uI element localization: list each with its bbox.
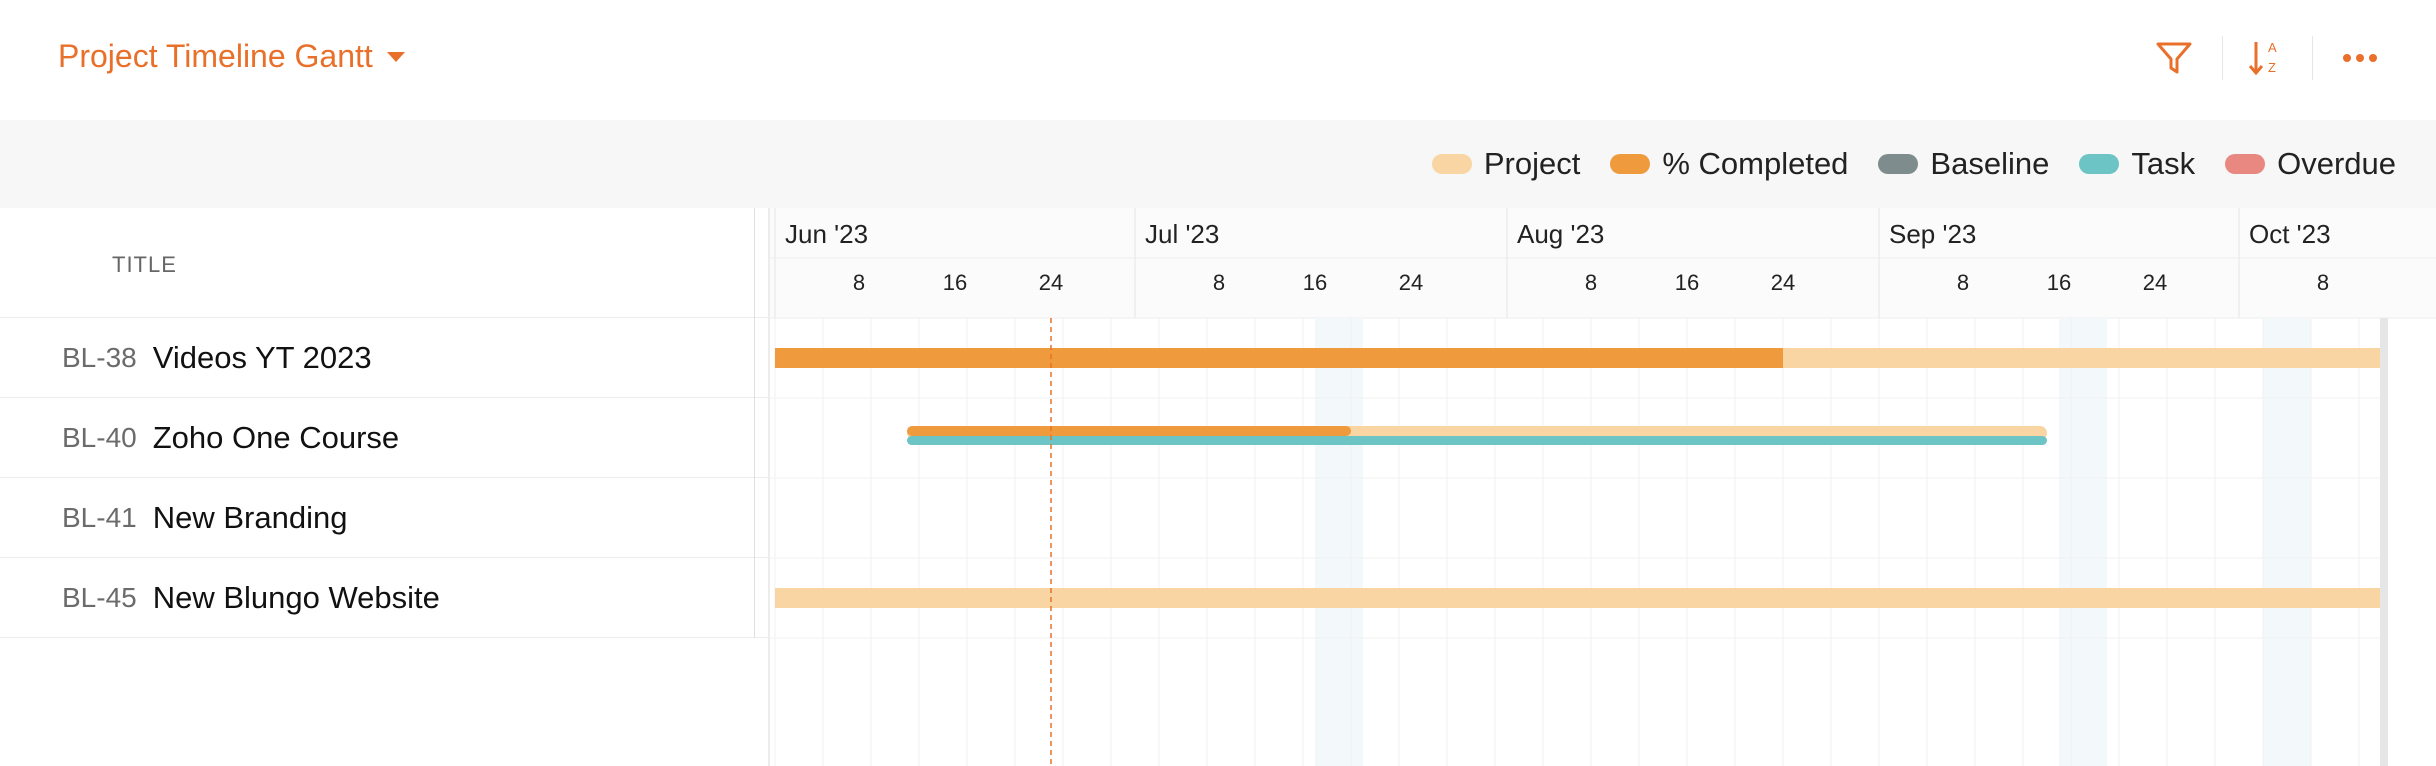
more-icon <box>2343 54 2377 62</box>
legend-swatch <box>1431 154 1472 174</box>
day-tick-label: 24 <box>1399 270 1423 295</box>
row-key: BL-40 <box>62 421 137 453</box>
weekend-column <box>1315 318 1363 766</box>
view-selector[interactable]: Project Timeline Gantt <box>58 38 405 75</box>
gantt-chart: Jun '23 8 16 24 Jul '23 8 16 24 Aug '23 8 16 24 Sep … <box>770 208 2436 766</box>
legend-item: Project <box>1431 146 1581 182</box>
toolbar-divider <box>2222 36 2223 80</box>
legend-label: % Completed <box>1662 146 1849 181</box>
legend-label: Overdue <box>2277 146 2396 181</box>
month-label: Sep '23 <box>1889 219 1976 249</box>
vertical-scrollbar <box>2380 318 2388 766</box>
table-row[interactable]: BL-40 Zoho One Course <box>0 398 768 478</box>
completed-bar <box>907 426 1351 436</box>
row-key: BL-45 <box>62 581 137 613</box>
filter-icon <box>2156 42 2192 74</box>
row-title: Videos YT 2023 <box>152 339 372 375</box>
row-key: BL-41 <box>62 501 137 533</box>
more-button[interactable] <box>2332 30 2388 86</box>
filter-button[interactable] <box>2146 30 2202 86</box>
day-tick-label: 24 <box>1771 270 1795 295</box>
table-row[interactable]: BL-38 Videos YT 2023 <box>0 318 768 398</box>
task-list-panel: TITLE BL-38 Videos YT 2023 BL-40 Zoho One C… <box>0 208 770 766</box>
svg-text:A: A <box>2268 40 2277 55</box>
legend-item: Baseline <box>1878 146 2049 182</box>
legend-item: Task <box>2079 146 2195 182</box>
weekend-column <box>2059 318 2107 766</box>
row-key: BL-38 <box>62 341 137 373</box>
view-title: Project Timeline Gantt <box>58 38 373 74</box>
legend-item: % Completed <box>1610 146 1848 182</box>
legend-label: Task <box>2131 146 2196 181</box>
toolbar-divider <box>2312 36 2313 80</box>
day-tick-label: 16 <box>943 270 967 295</box>
legend-swatch <box>1878 154 1919 174</box>
gantt-timeline: Jun '23 8 16 24 Jul '23 8 16 24 Aug '23 8 16 24 Sep … <box>770 208 2436 766</box>
legend-item: Overdue <box>2225 146 2396 182</box>
month-label: Oct '23 <box>2249 219 2331 249</box>
legend-swatch <box>2079 154 2120 174</box>
legend-bar: Project % Completed Baseline Task Overdue <box>0 120 2436 208</box>
svg-text:Z: Z <box>2268 60 2276 75</box>
day-tick-label: 24 <box>2143 270 2167 295</box>
month-label: Jul '23 <box>1145 219 1219 249</box>
day-tick-label: 8 <box>1957 270 1969 295</box>
month-label: Jun '23 <box>785 219 868 249</box>
title-column-label: TITLE <box>112 252 177 277</box>
day-tick-label: 8 <box>1585 270 1597 295</box>
row-title: New Blungo Website <box>152 579 440 615</box>
timeline-header <box>770 208 2436 318</box>
day-tick-label: 8 <box>1213 270 1225 295</box>
title-column-header[interactable]: TITLE <box>0 208 768 318</box>
legend: Project % Completed Baseline Task Overdue <box>1431 120 2396 208</box>
legend-label: Baseline <box>1930 146 2050 181</box>
day-tick-label: 16 <box>1303 270 1327 295</box>
sort-az-icon: A Z <box>2248 40 2277 76</box>
completed-bar <box>775 348 1783 368</box>
day-tick-label: 8 <box>2317 270 2329 295</box>
chevron-down-icon <box>386 51 405 62</box>
day-tick-label: 8 <box>853 270 865 295</box>
day-tick-label: 16 <box>1675 270 1699 295</box>
day-tick-label: 16 <box>2047 270 2071 295</box>
month-label: Aug '23 <box>1517 219 1604 249</box>
table-row[interactable]: BL-41 New Branding <box>0 478 768 558</box>
sort-button[interactable]: A Z <box>2238 30 2294 86</box>
legend-label: Project <box>1483 146 1581 181</box>
panel-divider <box>754 208 755 638</box>
view-header: Project Timeline Gantt A Z <box>0 0 2436 120</box>
legend-swatch <box>2225 154 2266 174</box>
row-title: New Branding <box>152 499 348 535</box>
project-bar <box>775 588 2380 608</box>
weekend-column <box>2263 318 2311 766</box>
legend-swatch <box>1610 154 1651 174</box>
day-tick-label: 24 <box>1039 270 1063 295</box>
row-title: Zoho One Course <box>152 419 400 455</box>
table-row[interactable]: BL-45 New Blungo Website <box>0 558 768 638</box>
task-bar <box>907 436 2047 445</box>
